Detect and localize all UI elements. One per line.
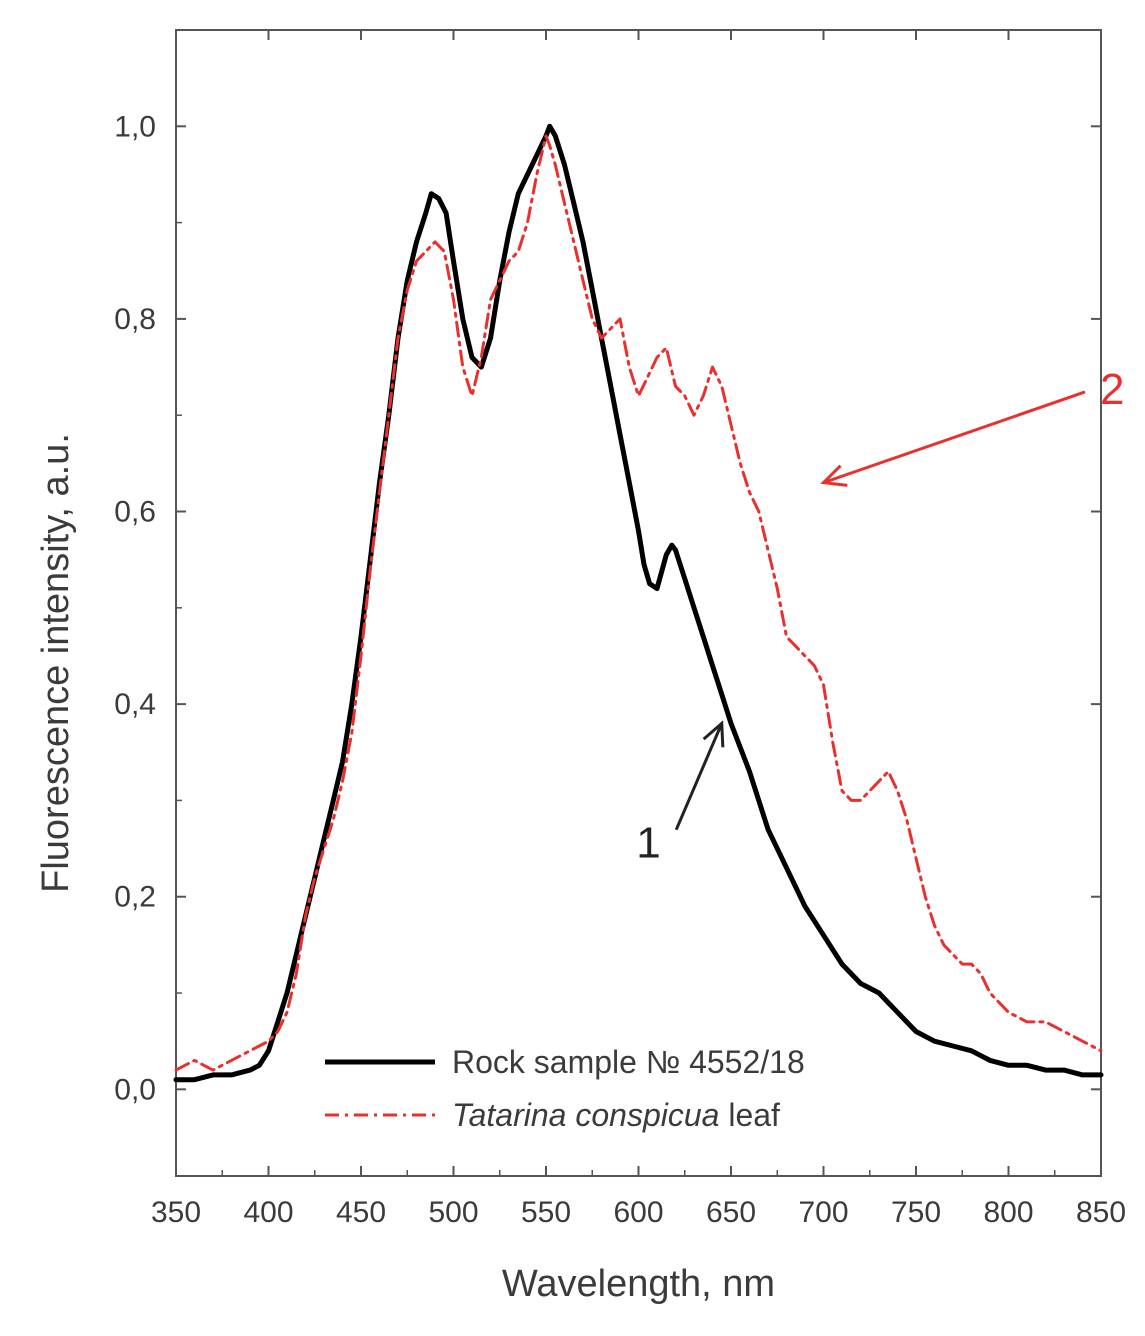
x-tick-label: 850 bbox=[1076, 1196, 1126, 1229]
y-tick-label: 0,8 bbox=[114, 303, 156, 336]
y-axis-title: Fluorescence intensity, a.u. bbox=[35, 433, 77, 893]
x-tick-label: 550 bbox=[521, 1196, 571, 1229]
annotation-label-2: 2 bbox=[1100, 365, 1124, 414]
plot-frame bbox=[175, 29, 1102, 1177]
x-tick-label: 800 bbox=[983, 1196, 1033, 1229]
legend-label-series-1: Rock sample № 4552/18 bbox=[452, 1044, 805, 1080]
x-tick-label: 600 bbox=[613, 1196, 663, 1229]
y-tick-label: 0,0 bbox=[114, 1073, 156, 1106]
legend-label-italic: Tatarina conspicua bbox=[452, 1097, 719, 1133]
x-axis-title: Wavelength, nm bbox=[502, 1263, 775, 1305]
legend-label-prefix: Rock sample № 4552/18 bbox=[452, 1044, 805, 1080]
y-tick-label: 0,6 bbox=[114, 496, 156, 529]
series-line-2 bbox=[174, 134, 1103, 1072]
x-tick-label: 650 bbox=[706, 1196, 756, 1229]
legend-label-series-2: Tatarina conspicua leaf bbox=[452, 1097, 780, 1133]
x-tick-label: 700 bbox=[798, 1196, 848, 1229]
x-tick-label: 750 bbox=[891, 1196, 941, 1229]
y-tick-label: 0,2 bbox=[114, 881, 156, 914]
y-tick-label: 0,4 bbox=[114, 688, 156, 721]
x-tick-label: 400 bbox=[243, 1196, 293, 1229]
series-line-1 bbox=[173, 123, 1104, 1083]
annotation-arrowhead-2 bbox=[820, 464, 848, 487]
x-tick-label: 450 bbox=[336, 1196, 386, 1229]
annotation-label-1: 1 bbox=[636, 819, 660, 868]
x-tick-label: 500 bbox=[428, 1196, 478, 1229]
annotation-arrowhead-1 bbox=[702, 720, 725, 748]
annotation-arrow-2 bbox=[823, 390, 1086, 485]
legend-label-suffix: leaf bbox=[719, 1097, 780, 1133]
x-tick-label: 350 bbox=[151, 1196, 201, 1229]
annotation-arrow-1 bbox=[674, 722, 724, 831]
y-tick-label: 1,0 bbox=[114, 110, 156, 143]
